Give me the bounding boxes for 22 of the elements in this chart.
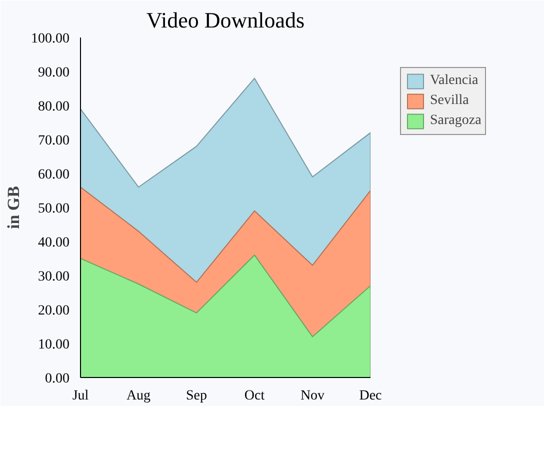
x-tick-label: Dec <box>359 388 382 404</box>
x-tick-label: Nov <box>300 388 325 404</box>
y-tick-label: 10.00 <box>38 338 70 352</box>
x-tick-label: Jul <box>72 388 89 404</box>
y-tick-label: 50.00 <box>38 202 70 216</box>
y-axis-title: in GB <box>4 186 23 229</box>
y-tick-label: 80.00 <box>38 100 70 114</box>
y-tick-label: 70.00 <box>38 134 70 148</box>
legend-label: Valencia <box>430 73 478 89</box>
y-tick-label: 100.00 <box>31 32 70 46</box>
y-tick-label: 0.00 <box>45 372 70 386</box>
chart-title: Video Downloads <box>146 8 305 32</box>
x-tick-label: Aug <box>126 388 151 404</box>
y-tick-label: 30.00 <box>38 270 70 284</box>
legend-label: Saragoza <box>430 113 482 129</box>
x-tick-label: Sep <box>186 388 207 404</box>
x-tick-label: Oct <box>244 388 265 404</box>
y-tick-label: 20.00 <box>38 304 70 318</box>
y-tick-label: 60.00 <box>38 168 70 182</box>
y-tick-label: 40.00 <box>38 236 70 250</box>
legend-label: Sevilla <box>430 93 469 109</box>
y-tick-label: 90.00 <box>38 66 70 80</box>
